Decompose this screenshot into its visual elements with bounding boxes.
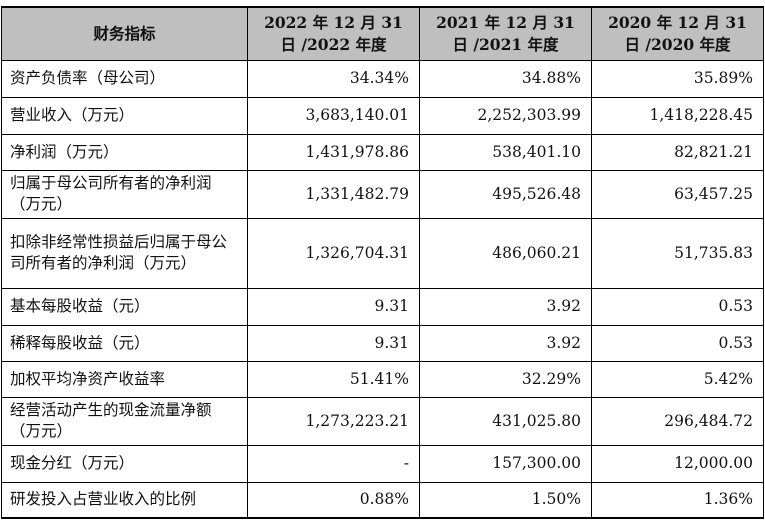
table-row: 营业收入（万元） 3,683,140.01 2,252,303.99 1,418… xyxy=(1,96,764,135)
value-2021: 157,300.00 xyxy=(419,444,592,483)
header-2022: 2022 年 12 月 31 日 /2022 年度 xyxy=(247,6,420,61)
row-label: 加权平均净资产收益率 xyxy=(1,360,248,398)
value-2022: 9.31 xyxy=(247,324,420,362)
value-2022: 9.31 xyxy=(247,287,420,326)
row-label: 基本每股收益（元） xyxy=(1,287,248,326)
value-2021: 431,025.80 xyxy=(419,396,592,446)
value-2021: 538,401.10 xyxy=(419,133,592,171)
table-row: 研发投入占营业收入的比例 0.88% 1.50% 1.36% xyxy=(1,481,764,519)
row-label: 现金分红（万元） xyxy=(1,444,248,483)
table-row: 基本每股收益（元） 9.31 3.92 0.53 xyxy=(1,287,764,326)
value-2020: 63,457.25 xyxy=(591,169,764,219)
value-2021: 495,526.48 xyxy=(419,169,592,219)
header-2021: 2021 年 12 月 31 日 /2021 年度 xyxy=(419,6,592,61)
value-2020: 0.53 xyxy=(591,324,764,362)
value-2021: 32.29% xyxy=(419,360,592,398)
row-label: 营业收入（万元） xyxy=(1,96,248,135)
value-2020: 35.89% xyxy=(591,59,764,98)
value-2020: 12,000.00 xyxy=(591,444,764,483)
table-header-row: 财务指标 2022 年 12 月 31 日 /2022 年度 2021 年 12… xyxy=(1,6,764,61)
row-label: 归属于母公司所有者的净利润（万元） xyxy=(1,169,248,219)
value-2022: 3,683,140.01 xyxy=(247,96,420,135)
value-2022: - xyxy=(247,444,420,483)
header-2020: 2020 年 12 月 31 日 /2020 年度 xyxy=(591,6,764,61)
table-row: 归属于母公司所有者的净利润（万元） 1,331,482.79 495,526.4… xyxy=(1,169,764,219)
value-2021: 486,060.21 xyxy=(419,217,592,289)
table-row: 扣除非经常性损益后归属于母公司所有者的净利润（万元） 1,326,704.31 … xyxy=(1,217,764,289)
value-2020: 1,418,228.45 xyxy=(591,96,764,135)
value-2022: 1,273,223.21 xyxy=(247,396,420,446)
table-row: 资产负债率（母公司） 34.34% 34.88% 35.89% xyxy=(1,59,764,98)
value-2020: 51,735.83 xyxy=(591,217,764,289)
value-2021: 1.50% xyxy=(419,481,592,519)
value-2022: 0.88% xyxy=(247,481,420,519)
row-label: 稀释每股收益（元） xyxy=(1,324,248,362)
table-row: 现金分红（万元） - 157,300.00 12,000.00 xyxy=(1,444,764,483)
row-label: 净利润（万元） xyxy=(1,133,248,171)
financial-indicators-table: 财务指标 2022 年 12 月 31 日 /2022 年度 2021 年 12… xyxy=(1,6,764,519)
header-indicator: 财务指标 xyxy=(1,6,248,61)
value-2020: 296,484.72 xyxy=(591,396,764,446)
value-2021: 3.92 xyxy=(419,324,592,362)
value-2022: 51.41% xyxy=(247,360,420,398)
table-row: 加权平均净资产收益率 51.41% 32.29% 5.42% xyxy=(1,360,764,398)
value-2020: 0.53 xyxy=(591,287,764,326)
table-row: 稀释每股收益（元） 9.31 3.92 0.53 xyxy=(1,324,764,362)
value-2020: 1.36% xyxy=(591,481,764,519)
row-label: 经营活动产生的现金流量净额（万元） xyxy=(1,396,248,446)
value-2022: 34.34% xyxy=(247,59,420,98)
value-2020: 82,821.21 xyxy=(591,133,764,171)
table-row: 经营活动产生的现金流量净额（万元） 1,273,223.21 431,025.8… xyxy=(1,396,764,446)
value-2020: 5.42% xyxy=(591,360,764,398)
value-2021: 2,252,303.99 xyxy=(419,96,592,135)
value-2022: 1,326,704.31 xyxy=(247,217,420,289)
row-label: 扣除非经常性损益后归属于母公司所有者的净利润（万元） xyxy=(1,217,248,289)
value-2021: 34.88% xyxy=(419,59,592,98)
value-2022: 1,431,978.86 xyxy=(247,133,420,171)
value-2021: 3.92 xyxy=(419,287,592,326)
value-2022: 1,331,482.79 xyxy=(247,169,420,219)
table-row: 净利润（万元） 1,431,978.86 538,401.10 82,821.2… xyxy=(1,133,764,171)
row-label: 资产负债率（母公司） xyxy=(1,59,248,98)
row-label: 研发投入占营业收入的比例 xyxy=(1,481,248,519)
